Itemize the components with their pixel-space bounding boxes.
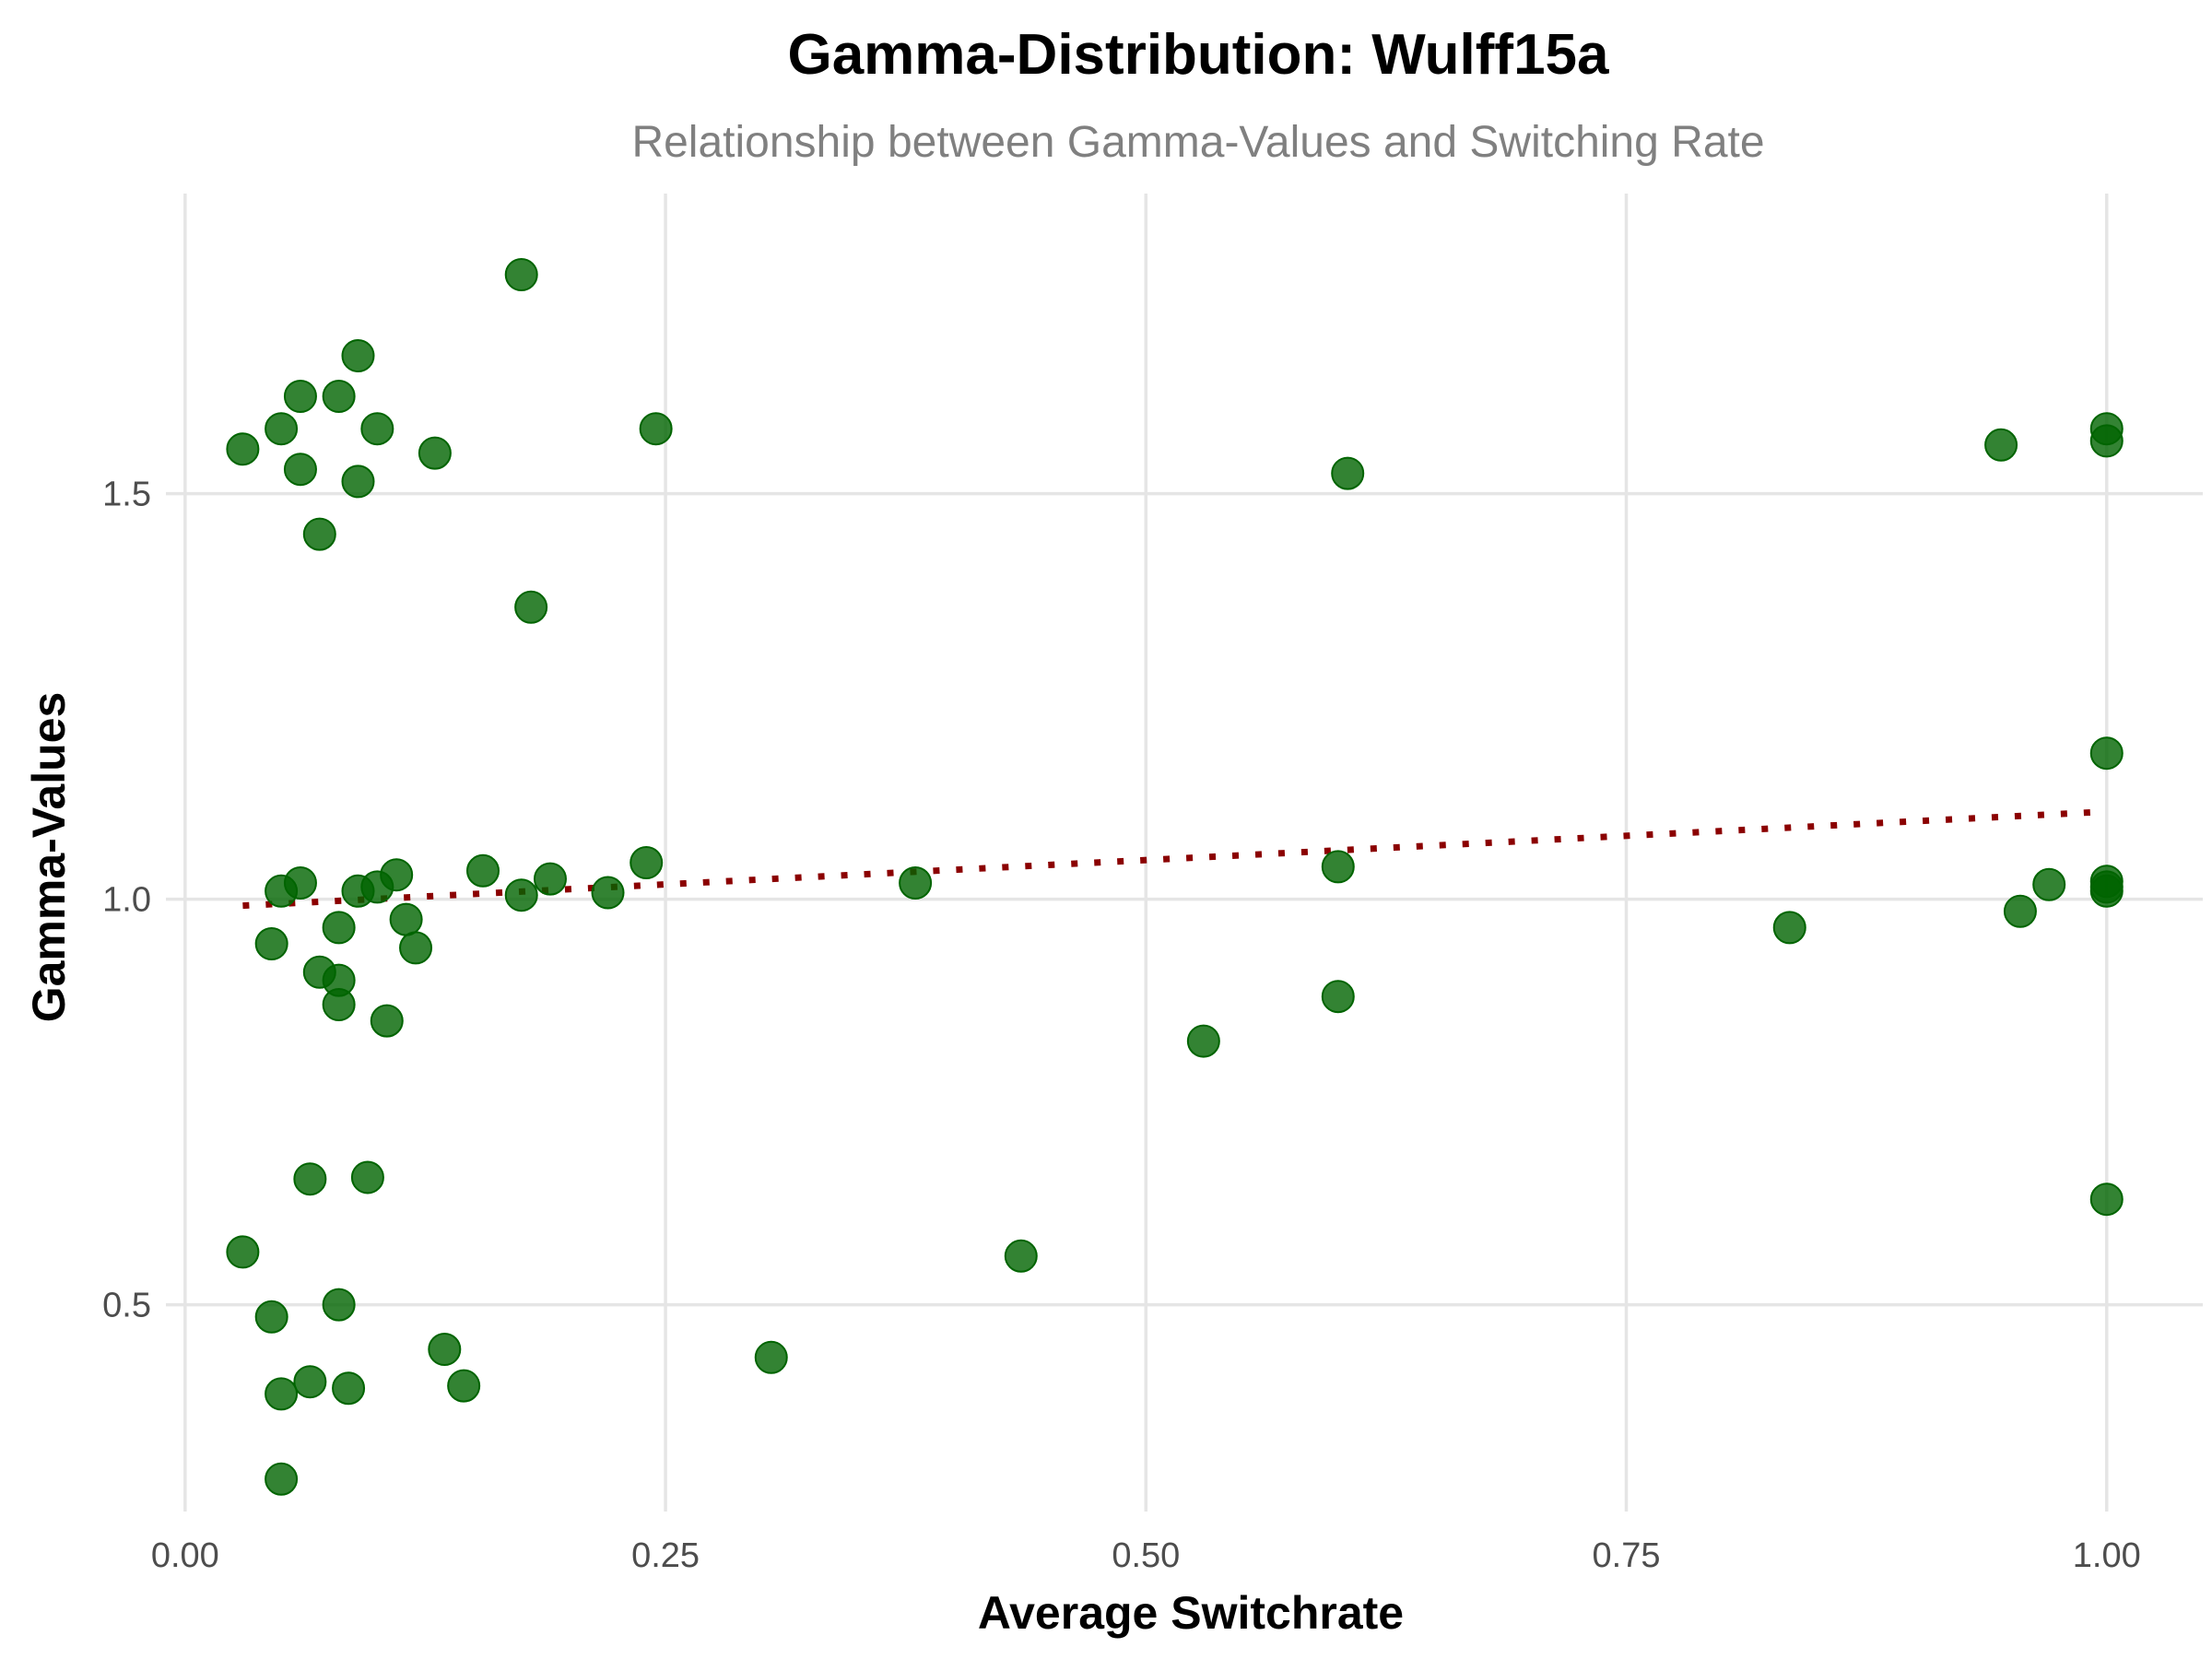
data-point — [370, 1004, 404, 1038]
data-point — [399, 931, 433, 965]
data-point — [2032, 867, 2066, 901]
data-point — [1331, 456, 1365, 490]
y-axis-title: Gamma-Values — [23, 692, 75, 1023]
data-point — [332, 1371, 366, 1406]
data-point — [418, 436, 452, 470]
grid-lines — [166, 194, 2203, 1512]
tick-labels: 0.00 0.25 0.50 0.75 1.00 0.5 1.0 1.5 — [102, 476, 2141, 1575]
data-point — [533, 862, 567, 896]
data-point — [447, 1369, 481, 1403]
y-tick-label: 1.5 — [102, 476, 151, 514]
x-tick-label: 1.00 — [2073, 1536, 2141, 1575]
data-point — [283, 866, 317, 900]
data-point — [380, 858, 414, 892]
data-point — [2089, 874, 2124, 908]
x-tick-label: 0.25 — [631, 1536, 700, 1575]
data-point — [1186, 1024, 1220, 1058]
data-point — [302, 517, 336, 551]
data-point — [1004, 1239, 1038, 1273]
data-point — [2089, 736, 2124, 771]
data-point — [283, 380, 317, 413]
data-point — [322, 380, 356, 413]
data-point — [341, 465, 375, 499]
data-point — [629, 846, 664, 879]
data-point — [254, 927, 288, 960]
data-point — [322, 911, 356, 945]
data-point — [639, 412, 673, 446]
data-point — [2003, 894, 2037, 928]
data-point — [466, 853, 500, 888]
x-tick-label: 0.00 — [151, 1536, 219, 1575]
y-tick-label: 1.0 — [102, 881, 151, 920]
y-tick-label: 0.5 — [102, 1287, 151, 1325]
data-point — [341, 339, 375, 372]
data-point — [504, 258, 538, 291]
data-point — [1321, 850, 1355, 884]
data-point — [1772, 911, 1806, 945]
data-point — [322, 988, 356, 1021]
data-point — [2089, 424, 2124, 458]
x-tick-label: 0.75 — [1593, 1536, 1661, 1575]
data-point — [360, 412, 394, 446]
chart-subtitle: Relationship between Gamma-Values and Sw… — [631, 118, 1764, 167]
x-tick-label: 0.50 — [1112, 1536, 1180, 1575]
data-point — [389, 902, 423, 936]
data-point — [265, 1377, 299, 1411]
data-point — [1321, 980, 1355, 1014]
data-point — [254, 1300, 288, 1334]
data-point — [350, 1160, 384, 1194]
data-point — [899, 866, 933, 900]
data-point — [504, 878, 538, 912]
data-point — [591, 876, 625, 910]
data-point — [293, 1162, 327, 1196]
data-point — [754, 1340, 788, 1374]
data-point — [322, 1288, 356, 1322]
x-axis-title: Average Switchrate — [978, 1587, 1404, 1639]
data-point — [293, 1365, 327, 1399]
data-point — [514, 590, 548, 624]
data-point — [283, 453, 317, 487]
data-point — [265, 1462, 299, 1496]
data-point — [428, 1333, 462, 1366]
data-point — [265, 412, 299, 446]
data-points — [226, 258, 2124, 1496]
data-point — [1984, 428, 2018, 462]
chart-title: Gamma-Distribution: Wulff15a — [787, 23, 1609, 87]
data-point — [226, 1235, 260, 1269]
data-point — [2089, 1182, 2124, 1217]
data-point — [226, 432, 260, 466]
